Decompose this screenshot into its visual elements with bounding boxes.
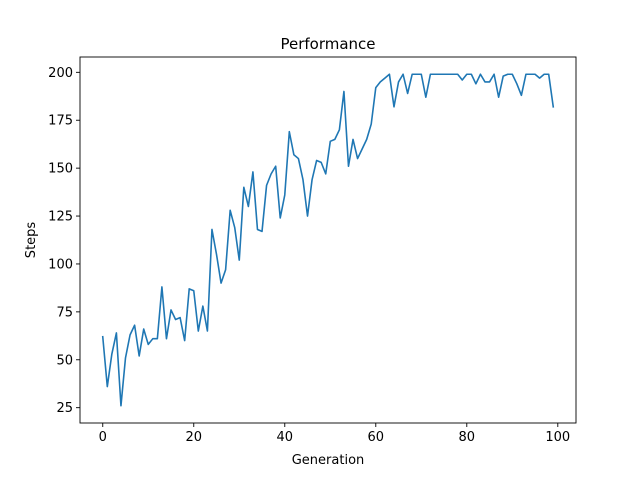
y-tick-label-175: 175 xyxy=(48,114,73,129)
y-tick-label-125: 125 xyxy=(48,210,73,225)
y-tick-label-25: 25 xyxy=(56,401,73,416)
x-tick-label-0: 0 xyxy=(99,430,107,445)
y-tick-label-200: 200 xyxy=(48,66,73,81)
y-tick-label-75: 75 xyxy=(56,305,73,320)
chart-title: Performance xyxy=(280,35,375,53)
x-tick-label-40: 40 xyxy=(276,430,293,445)
y-tick-label-150: 150 xyxy=(48,162,73,177)
y-tick-label-100: 100 xyxy=(48,257,73,272)
x-tick-label-20: 20 xyxy=(185,430,202,445)
x-axis-label: Generation xyxy=(292,453,365,468)
plot-area: 0 20 40 60 80 100 25 50 75 100 125 150 175 200 xyxy=(48,56,577,445)
axes-frame xyxy=(79,56,577,424)
y-tick-label-50: 50 xyxy=(56,353,73,368)
x-tick-label-60: 60 xyxy=(368,430,385,445)
y-axis-label: Steps xyxy=(24,222,39,259)
x-tick-label-100: 100 xyxy=(545,430,570,445)
series-line-0 xyxy=(101,73,555,407)
x-tick-label-80: 80 xyxy=(459,430,476,445)
